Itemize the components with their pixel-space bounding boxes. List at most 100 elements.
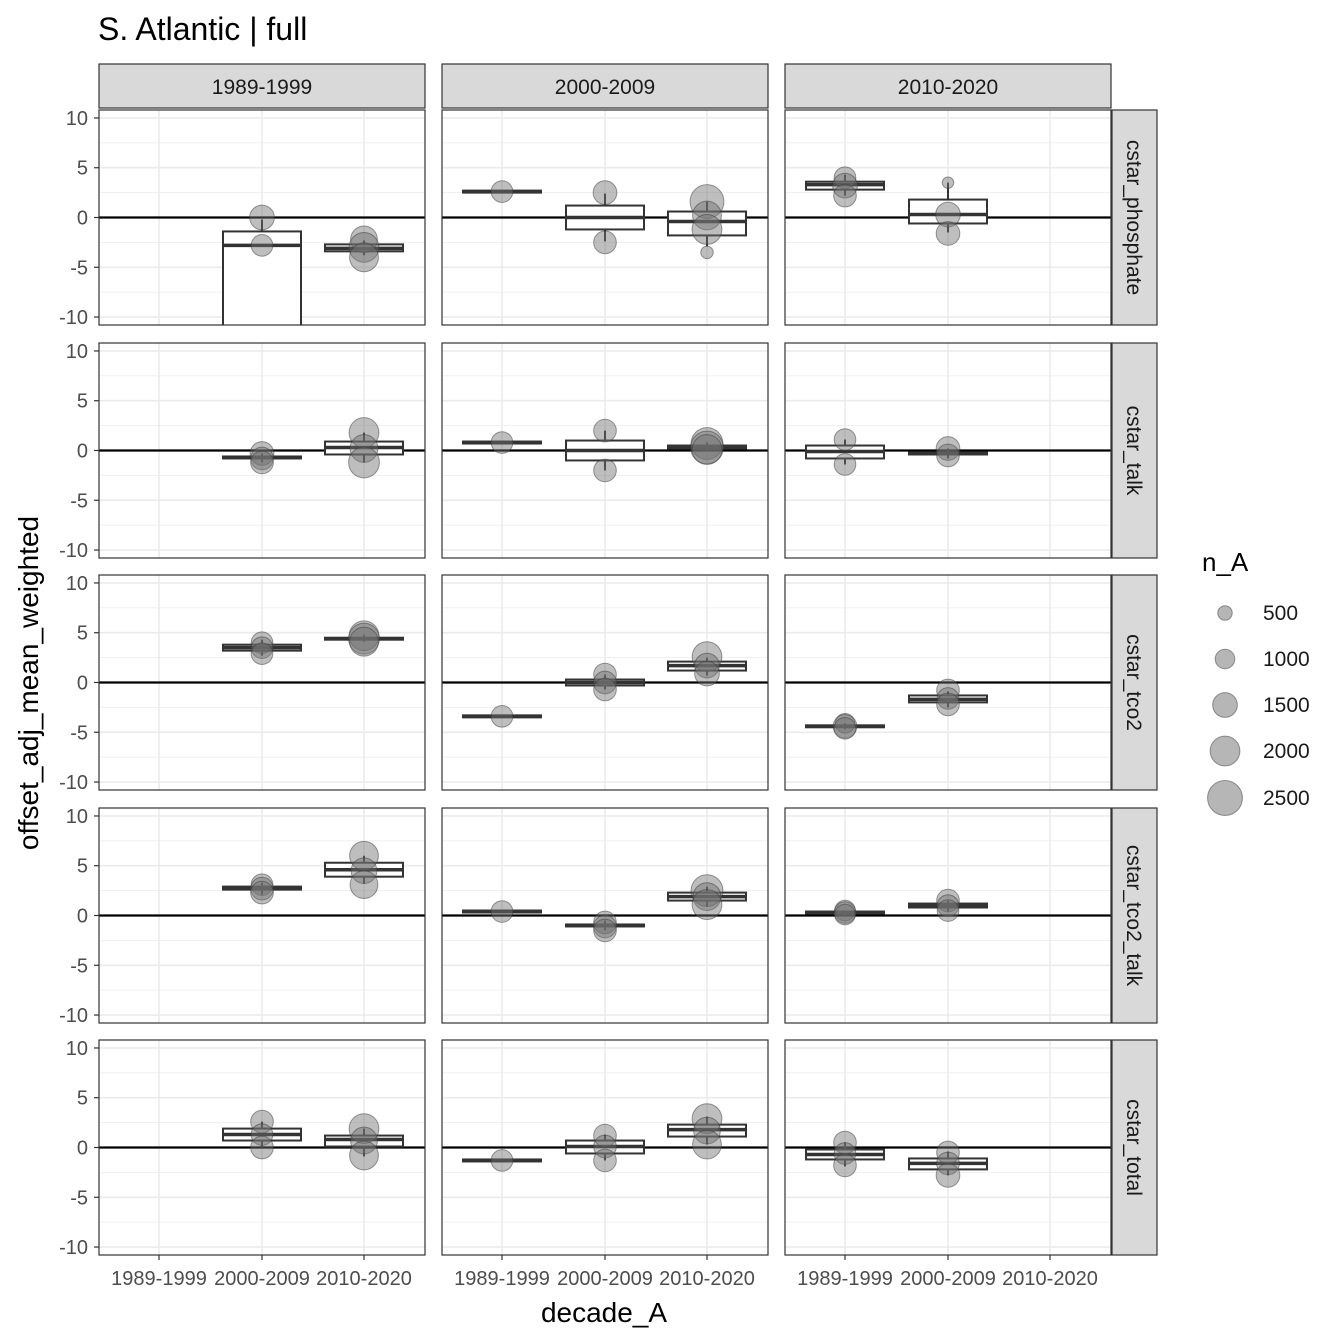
data-point [694, 660, 720, 687]
data-point [349, 626, 379, 657]
data-point [249, 204, 275, 231]
data-point [250, 880, 274, 905]
panel-content [99, 575, 425, 790]
y-tick-label: -5 [70, 490, 88, 512]
panel-content [442, 808, 768, 1023]
panel-border [441, 342, 769, 559]
data-point [250, 636, 274, 659]
x-axis-title: decade_A [541, 1297, 667, 1328]
panel-border [441, 807, 769, 1024]
panel-border [441, 109, 769, 326]
data-point [250, 234, 274, 257]
data-point [250, 450, 274, 475]
legend-label: 2000 [1263, 740, 1310, 763]
data-point [692, 882, 722, 911]
data-point [349, 242, 379, 273]
panel-border [98, 109, 426, 326]
data-point [250, 1123, 274, 1146]
panel-border [784, 574, 1112, 791]
data-point [593, 677, 617, 702]
y-tick-label: -10 [59, 307, 88, 329]
data-point [490, 431, 514, 454]
data-point [250, 642, 274, 665]
panel-border [784, 109, 1112, 326]
data-point [250, 1109, 274, 1134]
data-point [694, 652, 720, 679]
data-point [350, 225, 378, 254]
panel-content [442, 110, 768, 325]
data-point [833, 1153, 857, 1178]
panel-content [785, 575, 1111, 790]
y-tick-label: 0 [77, 1138, 88, 1160]
panel-content [442, 1040, 768, 1255]
y-tick-label: 0 [77, 906, 88, 928]
data-point [249, 441, 275, 466]
panel-border [441, 1039, 769, 1256]
data-point [936, 899, 960, 922]
box-body [908, 198, 988, 225]
data-point [691, 214, 723, 245]
x-tick-label: 2010-2020 [1002, 1268, 1098, 1290]
data-point [935, 221, 961, 246]
col-strip-label: 1989-1999 [212, 76, 312, 99]
data-point [834, 903, 856, 926]
data-point [833, 183, 857, 208]
data-point [592, 180, 618, 205]
data-point [348, 622, 380, 655]
data-point [833, 428, 857, 451]
legend-label: 1000 [1263, 648, 1310, 671]
data-point [593, 670, 617, 695]
data-point [593, 230, 617, 255]
x-tick-label: 2000-2009 [557, 1268, 653, 1290]
data-point [250, 1135, 274, 1160]
data-point [593, 918, 617, 943]
panel-border [784, 1039, 1112, 1256]
y-tick-label: -5 [70, 955, 88, 977]
y-tick-label: 5 [77, 158, 88, 180]
y-tick-label: 5 [77, 1088, 88, 1110]
data-point [593, 1148, 617, 1173]
row-strip-label: cstar_tco2 [1122, 634, 1145, 731]
y-tick-label: 0 [77, 673, 88, 695]
y-tick-label: -5 [70, 257, 88, 279]
data-point [690, 874, 724, 908]
data-point [349, 840, 379, 871]
facet-grid: 1989-1999 2000-2009 2010-2020 cstar_phospha… [59, 63, 1158, 1290]
row-strip [1111, 342, 1158, 559]
data-point [833, 716, 857, 740]
data-point [350, 1126, 378, 1155]
legend-title: n_A [1202, 547, 1249, 577]
y-tick-label: 5 [77, 623, 88, 645]
y-tick-label: 10 [66, 341, 88, 363]
col-strip-label: 2000-2009 [555, 76, 655, 99]
y-tick-label: 0 [77, 208, 88, 230]
box-body [667, 210, 747, 237]
data-point [349, 870, 379, 900]
panel-border [98, 574, 426, 791]
row-strip-label: cstar_talk [1122, 406, 1145, 496]
data-point [936, 443, 960, 468]
data-point [832, 713, 858, 739]
row-strip-label: cstar_total [1122, 1099, 1145, 1196]
y-tick-label: 10 [66, 806, 88, 828]
data-point [490, 705, 514, 728]
panel-content [99, 808, 425, 1023]
y-tick-label: 10 [66, 1038, 88, 1060]
panel-border [98, 807, 426, 1024]
legend-key [1217, 605, 1233, 621]
x-tick-label: 2010-2020 [316, 1268, 412, 1290]
row-strip [1111, 574, 1158, 791]
y-tick-label: 5 [77, 391, 88, 413]
data-point [935, 201, 961, 228]
panel-content [99, 110, 425, 325]
y-tick-label: -10 [59, 1237, 88, 1259]
panel-content [785, 808, 1111, 1023]
data-point [935, 1163, 961, 1188]
data-point [833, 166, 857, 190]
data-point [593, 458, 617, 483]
data-point [936, 894, 960, 917]
legend-key [1209, 735, 1241, 767]
row-strip [1111, 1039, 1158, 1256]
data-point [936, 692, 960, 717]
legend-key [1212, 692, 1238, 718]
